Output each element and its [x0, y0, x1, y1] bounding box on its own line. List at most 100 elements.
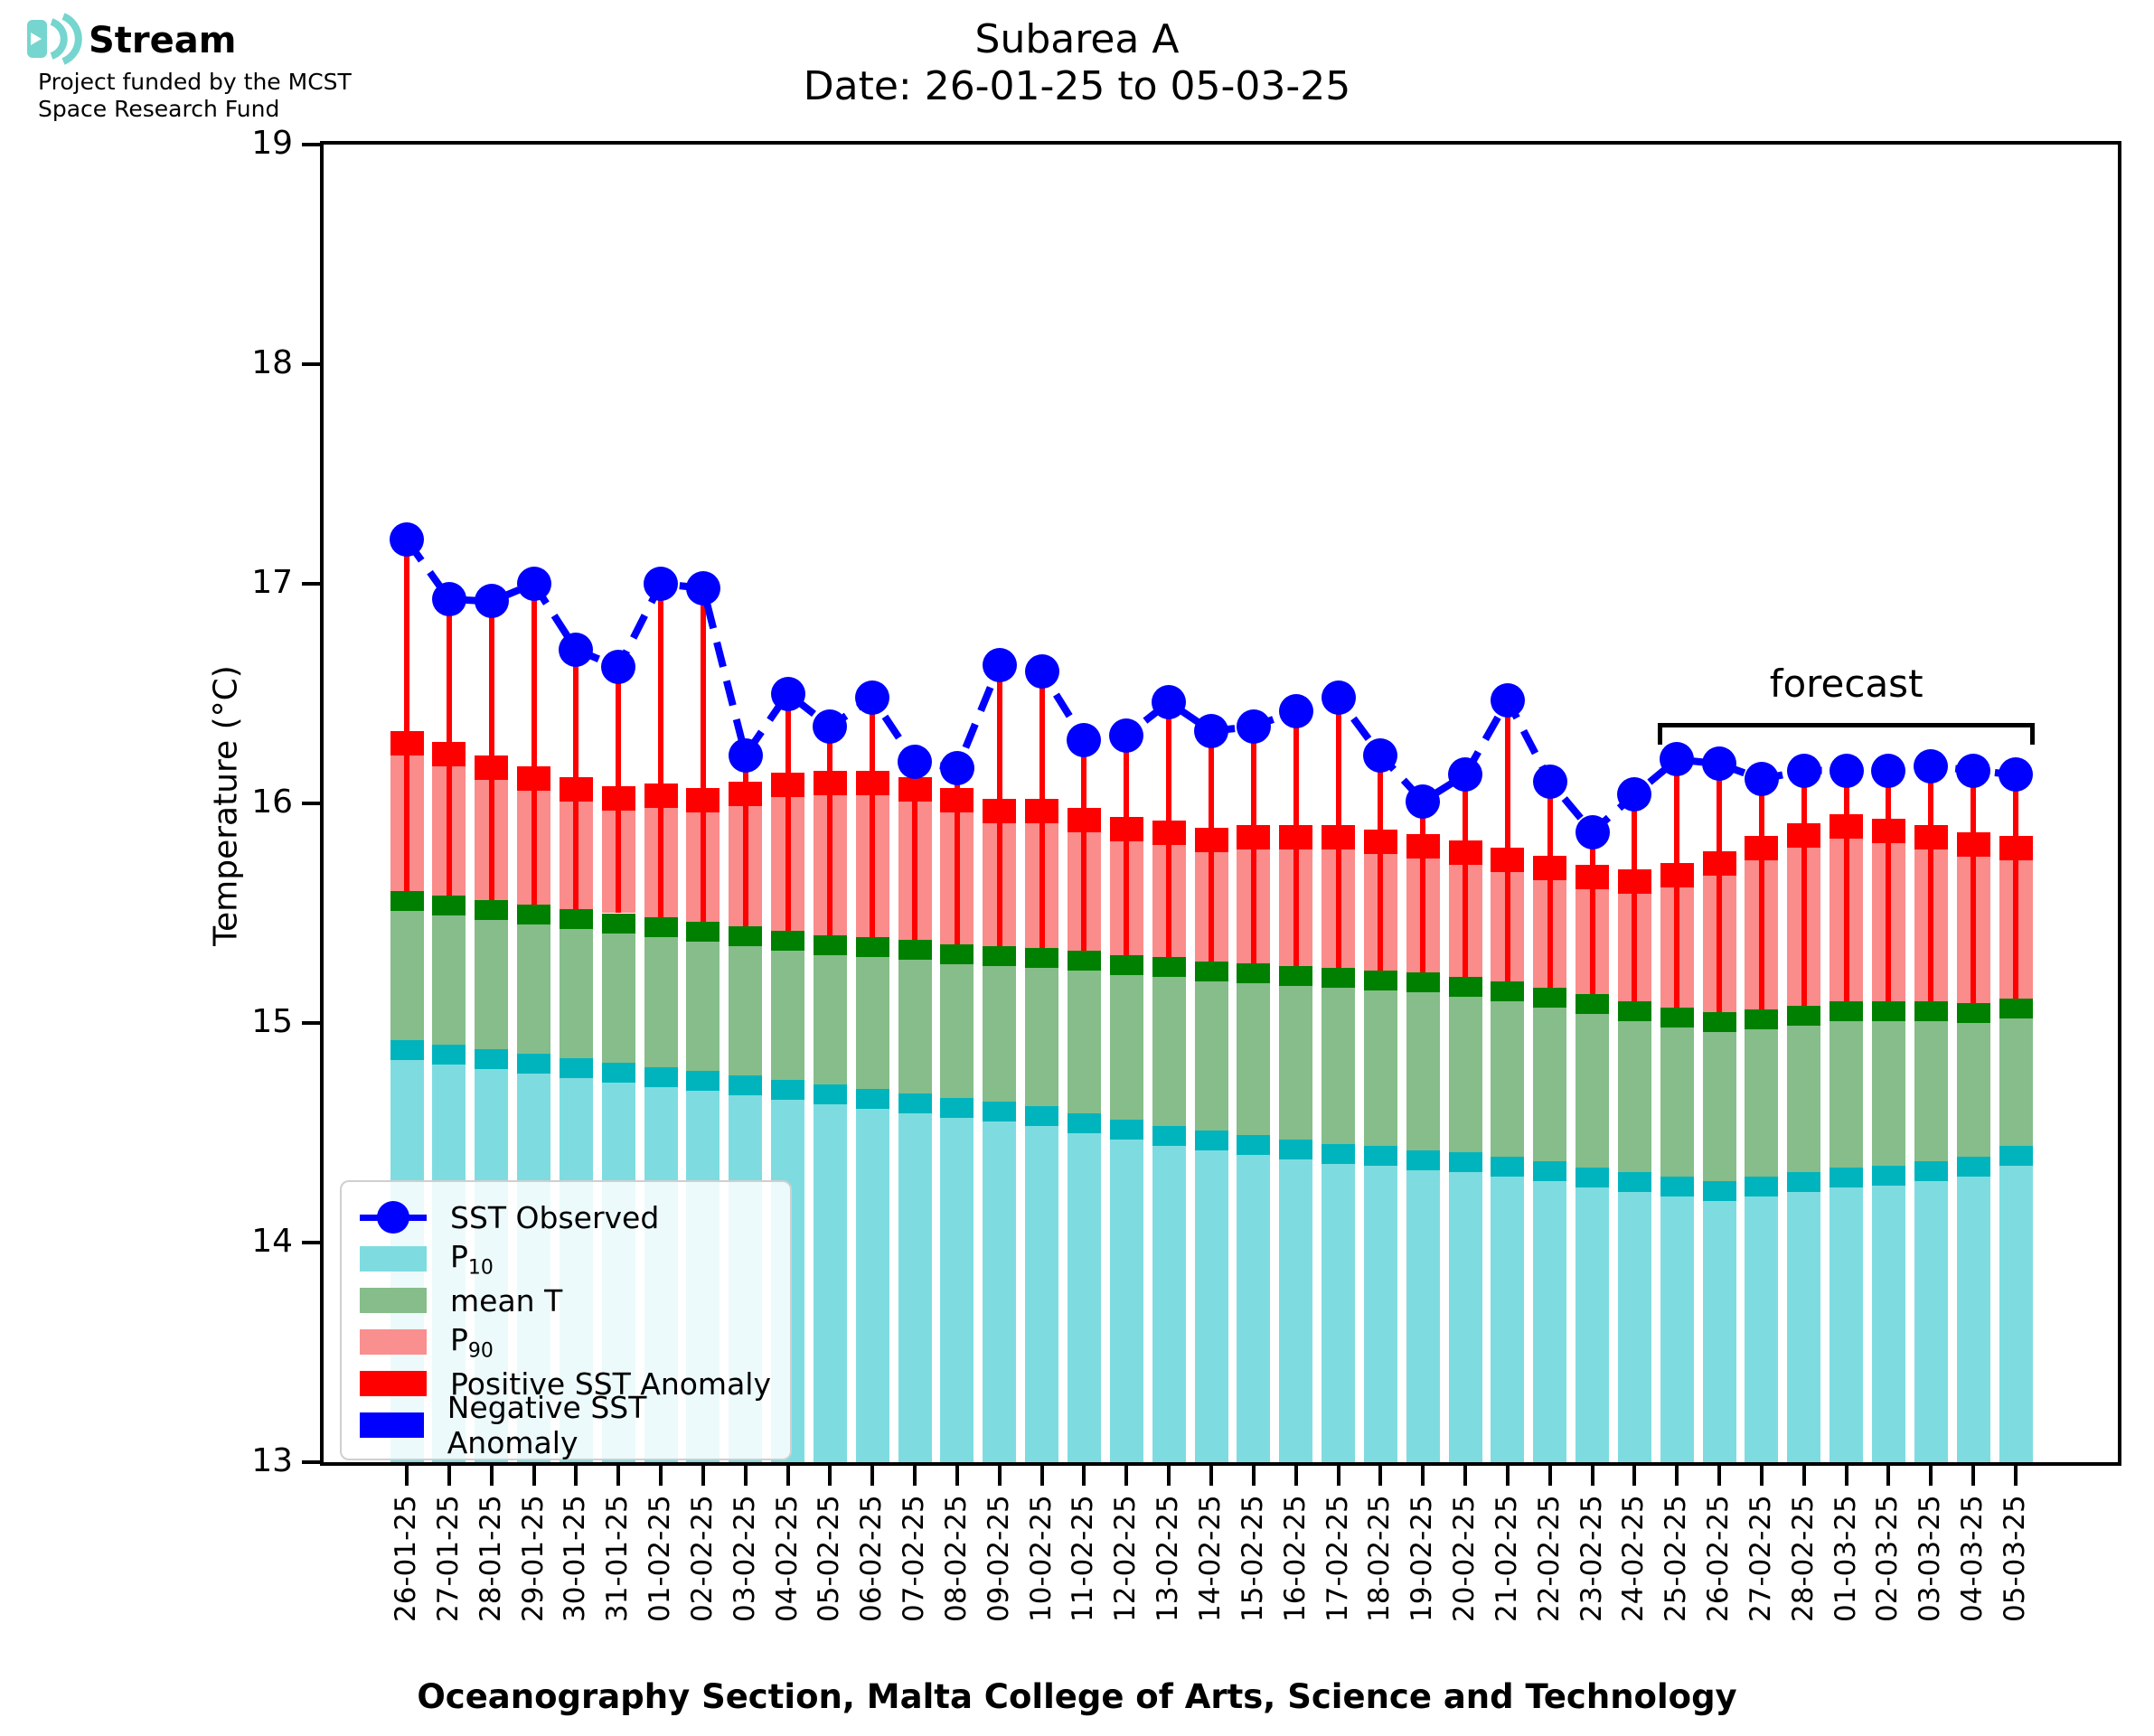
p10-cap [432, 1045, 466, 1065]
x-tick-label: 09-02-25 [982, 1495, 1015, 1622]
y-tick [302, 1021, 320, 1025]
mean-cap [855, 937, 889, 958]
mean-bar [813, 954, 847, 1085]
x-tick-label: 31-01-25 [601, 1495, 635, 1622]
mean-cap [1702, 1011, 1736, 1032]
p10-bar [1406, 1169, 1440, 1462]
mean-bar [1829, 1020, 1864, 1168]
mean-cap [1152, 957, 1186, 978]
mean-bar [1702, 1031, 1736, 1181]
sst-observed-dot [1660, 742, 1695, 777]
logo-subtitle-2: Space Research Fund [38, 96, 280, 122]
x-tick-label: 08-02-25 [939, 1495, 973, 1622]
positive-anomaly-stem [1589, 831, 1595, 995]
p90-swatch-icon [360, 1329, 427, 1355]
logo-brand: Stream [89, 20, 237, 61]
y-tick-label: 19 [251, 125, 293, 162]
forecast-bracket [1658, 723, 2036, 727]
legend-label-mean-t: mean T [450, 1282, 563, 1318]
x-tick-label: 27-02-25 [1744, 1495, 1777, 1622]
x-tick-label: 19-02-25 [1406, 1495, 1439, 1622]
sst-observed-dot [1871, 753, 1906, 788]
x-tick [743, 1466, 748, 1486]
mean-bar [1279, 985, 1313, 1140]
p10-cap [475, 1049, 509, 1070]
mean-cap [517, 904, 551, 924]
mean-bar [771, 950, 805, 1081]
chart-title: Subarea A Date: 26-01-25 to 05-03-25 [0, 16, 2154, 110]
mean-bar [390, 911, 424, 1041]
p10-cap [1660, 1177, 1694, 1197]
mean-cap [983, 945, 1017, 966]
x-tick-label: 28-02-25 [1786, 1495, 1820, 1622]
y-tick [302, 143, 320, 146]
mean-t-swatch-icon [360, 1288, 427, 1313]
mean-cap [729, 926, 763, 947]
p10-bar [1237, 1154, 1271, 1462]
x-tick-label: 04-03-25 [1956, 1495, 1989, 1622]
x-tick-label: 15-02-25 [1236, 1495, 1269, 1622]
p10-cap [644, 1066, 678, 1087]
p10-cap [940, 1097, 974, 1118]
p10-cap [686, 1071, 720, 1092]
mean-cap [1363, 970, 1397, 990]
positive-anomaly-stem [1971, 770, 1977, 1004]
x-tick [955, 1466, 959, 1486]
mean-cap [1237, 963, 1271, 984]
sst-observed-dot [1829, 753, 1864, 788]
p10-cap [1576, 1168, 1610, 1188]
mean-bar [1956, 1023, 1990, 1158]
p10-cap [1448, 1152, 1482, 1173]
sst-observed-dot [1490, 682, 1525, 718]
x-tick-label: 17-02-25 [1321, 1495, 1354, 1622]
sst-observed-dot [559, 632, 594, 667]
title-line-1: Subarea A [974, 16, 1180, 62]
x-tick-label: 29-01-25 [516, 1495, 550, 1622]
p10-bar [1871, 1185, 1905, 1462]
p10-cap [771, 1080, 805, 1101]
legend-label-p10: P [450, 1238, 468, 1274]
legend-row-mean-t: mean T [360, 1280, 772, 1321]
positive-anomaly-stem [1124, 735, 1130, 955]
positive-anomaly-stem [1758, 779, 1764, 1010]
positive-anomaly-stem [1632, 794, 1638, 1001]
p10-cap [1745, 1177, 1779, 1197]
p10-bar [1576, 1187, 1610, 1462]
x-tick [1590, 1466, 1594, 1486]
sst-observed-dot [982, 647, 1017, 682]
p10-bar [1745, 1196, 1779, 1462]
mean-bar [1576, 1014, 1610, 1168]
forecast-bracket-left-tick [1658, 723, 1663, 745]
y-tick [302, 1460, 320, 1464]
mean-cap [940, 943, 974, 964]
x-tick [1167, 1466, 1171, 1486]
x-tick-label: 05-02-25 [813, 1495, 846, 1622]
mean-bar [1617, 1020, 1651, 1173]
p10-bar [1617, 1192, 1651, 1462]
x-tick-label: 20-02-25 [1448, 1495, 1481, 1622]
positive-anomaly-stem [1547, 781, 1553, 989]
x-axis-label: Oceanography Section, Malta College of A… [417, 1677, 1737, 1716]
x-tick-label: 30-01-25 [559, 1495, 592, 1622]
x-tick-label: 13-02-25 [1152, 1495, 1185, 1622]
p10-cap [1067, 1112, 1101, 1133]
x-tick [1421, 1466, 1425, 1486]
x-tick [1929, 1466, 1933, 1486]
positive-anomaly-stem [912, 761, 918, 940]
sst-observed-dot [770, 676, 805, 711]
positive-anomaly-stem [446, 599, 452, 896]
sst-observed-dot [1406, 784, 1441, 819]
sst-observed-dot [1914, 748, 1949, 784]
p10-cap [517, 1054, 551, 1074]
legend-row-p10: P10 [360, 1238, 772, 1280]
x-tick-label: 21-02-25 [1490, 1495, 1523, 1622]
y-tick-label: 16 [251, 784, 293, 821]
y-tick [302, 1241, 320, 1244]
mean-bar [1025, 968, 1059, 1107]
mean-bar [940, 963, 974, 1098]
p10-cap [1787, 1172, 1821, 1193]
x-tick-label: 10-02-25 [1024, 1495, 1058, 1622]
mean-cap [1829, 1000, 1864, 1021]
x-tick-label: 24-02-25 [1617, 1495, 1651, 1622]
p10-cap [983, 1102, 1017, 1122]
